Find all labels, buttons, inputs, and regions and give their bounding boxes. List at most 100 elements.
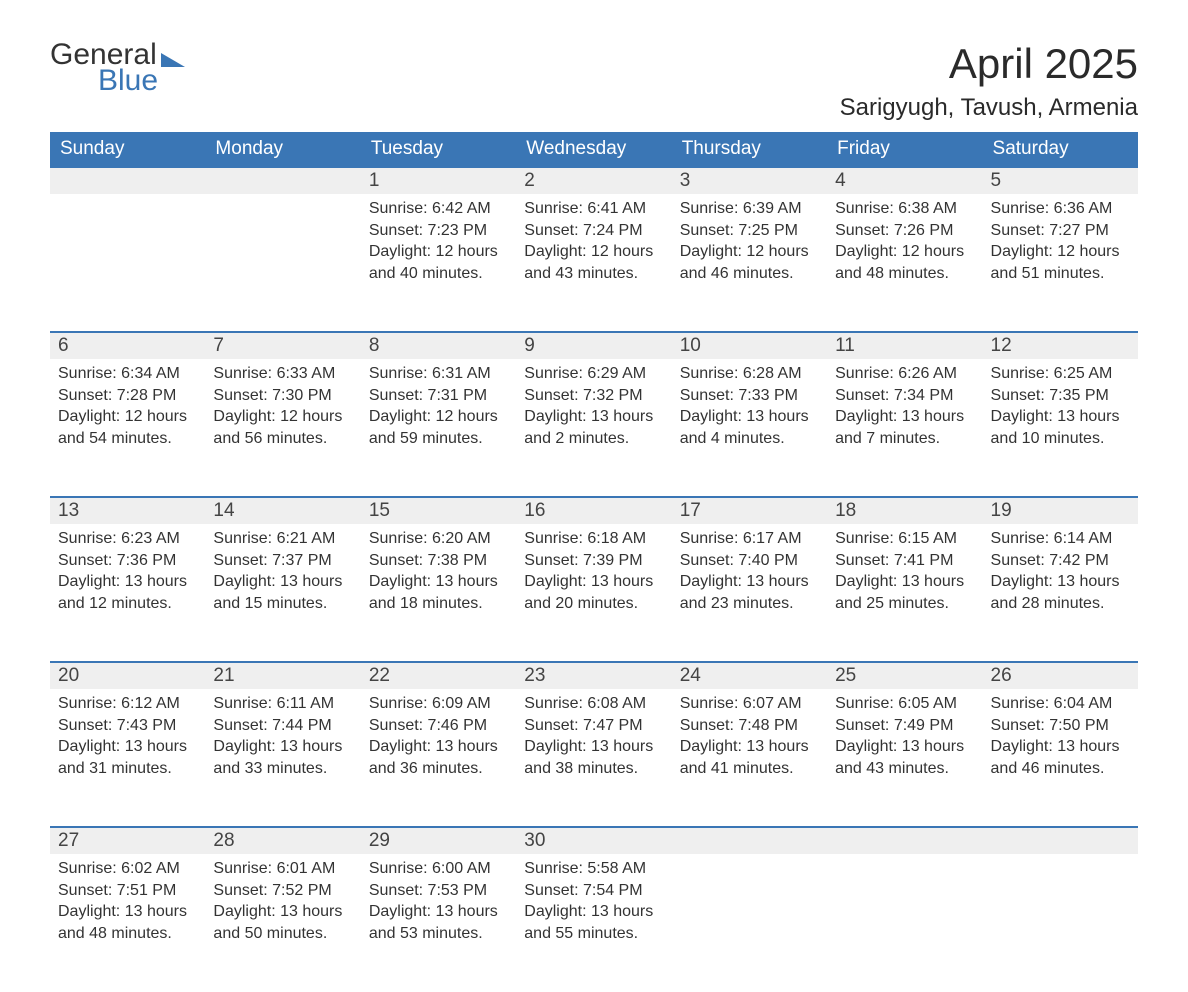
day-line: Sunset: 7:43 PM [58, 715, 197, 737]
day-content-cell: Sunrise: 6:38 AMSunset: 7:26 PMDaylight:… [827, 194, 982, 332]
day-line: and 48 minutes. [58, 923, 197, 945]
day-number-cell: 27 [50, 827, 205, 854]
day-number-cell: 9 [516, 332, 671, 359]
day-content-cell: Sunrise: 6:05 AMSunset: 7:49 PMDaylight:… [827, 689, 982, 827]
day-line: Sunrise: 6:42 AM [369, 198, 508, 220]
day-line: Daylight: 12 hours [680, 241, 819, 263]
day-number-cell: 10 [672, 332, 827, 359]
day-line: Sunrise: 6:15 AM [835, 528, 974, 550]
day-line: Daylight: 13 hours [835, 736, 974, 758]
day-line: and 20 minutes. [524, 593, 663, 615]
day-line: and 10 minutes. [991, 428, 1130, 450]
day-line: Sunrise: 6:36 AM [991, 198, 1130, 220]
day-content-cell: Sunrise: 6:42 AMSunset: 7:23 PMDaylight:… [361, 194, 516, 332]
day-line: and 53 minutes. [369, 923, 508, 945]
day-line: Sunset: 7:54 PM [524, 880, 663, 902]
day-line: Sunset: 7:46 PM [369, 715, 508, 737]
day-line: Daylight: 13 hours [680, 736, 819, 758]
content-row: Sunrise: 6:34 AMSunset: 7:28 PMDaylight:… [50, 359, 1138, 497]
day-number-cell: 20 [50, 662, 205, 689]
day-line: and 43 minutes. [835, 758, 974, 780]
day-content-cell: Sunrise: 6:02 AMSunset: 7:51 PMDaylight:… [50, 854, 205, 992]
day-line: Sunset: 7:32 PM [524, 385, 663, 407]
day-line: Daylight: 13 hours [213, 571, 352, 593]
day-line: Daylight: 13 hours [213, 901, 352, 923]
day-line: Sunrise: 6:23 AM [58, 528, 197, 550]
day-line: Sunrise: 6:04 AM [991, 693, 1130, 715]
day-line: Sunset: 7:27 PM [991, 220, 1130, 242]
weekday-header-row: Sunday Monday Tuesday Wednesday Thursday… [50, 132, 1138, 167]
day-line: and 18 minutes. [369, 593, 508, 615]
day-line: Sunset: 7:44 PM [213, 715, 352, 737]
day-number-cell: 3 [672, 167, 827, 194]
day-line: Daylight: 13 hours [680, 406, 819, 428]
day-line: Daylight: 13 hours [369, 901, 508, 923]
day-line: Daylight: 13 hours [835, 406, 974, 428]
day-line: Sunset: 7:23 PM [369, 220, 508, 242]
day-line: Sunset: 7:39 PM [524, 550, 663, 572]
day-line: Sunset: 7:42 PM [991, 550, 1130, 572]
day-content-cell: Sunrise: 6:23 AMSunset: 7:36 PMDaylight:… [50, 524, 205, 662]
day-line: Daylight: 13 hours [58, 901, 197, 923]
day-line: Daylight: 12 hours [213, 406, 352, 428]
day-number-cell: 4 [827, 167, 982, 194]
day-content-cell: Sunrise: 6:18 AMSunset: 7:39 PMDaylight:… [516, 524, 671, 662]
day-line: Sunset: 7:33 PM [680, 385, 819, 407]
day-line: Sunrise: 6:25 AM [991, 363, 1130, 385]
day-line: Sunrise: 6:07 AM [680, 693, 819, 715]
day-number-cell: 26 [983, 662, 1138, 689]
day-number-cell: 19 [983, 497, 1138, 524]
weekday-header: Wednesday [516, 132, 671, 167]
day-line: Sunset: 7:48 PM [680, 715, 819, 737]
day-line: and 36 minutes. [369, 758, 508, 780]
content-row: Sunrise: 6:42 AMSunset: 7:23 PMDaylight:… [50, 194, 1138, 332]
day-content-cell: Sunrise: 6:34 AMSunset: 7:28 PMDaylight:… [50, 359, 205, 497]
day-line: Daylight: 12 hours [524, 241, 663, 263]
day-content-cell: Sunrise: 5:58 AMSunset: 7:54 PMDaylight:… [516, 854, 671, 992]
title-block: April 2025 Sarigyugh, Tavush, Armenia [840, 40, 1138, 122]
day-line: and 54 minutes. [58, 428, 197, 450]
content-row: Sunrise: 6:02 AMSunset: 7:51 PMDaylight:… [50, 854, 1138, 992]
day-line: and 40 minutes. [369, 263, 508, 285]
day-line: and 4 minutes. [680, 428, 819, 450]
day-line: Sunrise: 6:17 AM [680, 528, 819, 550]
day-content-cell: Sunrise: 6:04 AMSunset: 7:50 PMDaylight:… [983, 689, 1138, 827]
day-line: and 31 minutes. [58, 758, 197, 780]
day-content-cell: Sunrise: 6:33 AMSunset: 7:30 PMDaylight:… [205, 359, 360, 497]
day-line: Daylight: 13 hours [524, 571, 663, 593]
calendar-table: Sunday Monday Tuesday Wednesday Thursday… [50, 132, 1138, 992]
day-line: and 33 minutes. [213, 758, 352, 780]
day-line: Sunset: 7:36 PM [58, 550, 197, 572]
day-line: Sunrise: 6:05 AM [835, 693, 974, 715]
day-line: Daylight: 12 hours [835, 241, 974, 263]
day-content-cell: Sunrise: 6:14 AMSunset: 7:42 PMDaylight:… [983, 524, 1138, 662]
day-line: and 38 minutes. [524, 758, 663, 780]
day-line: Daylight: 12 hours [369, 241, 508, 263]
day-number-cell: 12 [983, 332, 1138, 359]
day-content-cell: Sunrise: 6:28 AMSunset: 7:33 PMDaylight:… [672, 359, 827, 497]
location-subtitle: Sarigyugh, Tavush, Armenia [840, 94, 1138, 122]
day-number-cell [672, 827, 827, 854]
day-line: Sunset: 7:47 PM [524, 715, 663, 737]
day-content-cell: Sunrise: 6:41 AMSunset: 7:24 PMDaylight:… [516, 194, 671, 332]
day-content-cell: Sunrise: 6:25 AMSunset: 7:35 PMDaylight:… [983, 359, 1138, 497]
day-line: and 15 minutes. [213, 593, 352, 615]
day-content-cell: Sunrise: 6:00 AMSunset: 7:53 PMDaylight:… [361, 854, 516, 992]
day-line: Sunrise: 6:12 AM [58, 693, 197, 715]
day-line: and 46 minutes. [991, 758, 1130, 780]
day-line: Sunrise: 6:18 AM [524, 528, 663, 550]
day-content-cell: Sunrise: 6:07 AMSunset: 7:48 PMDaylight:… [672, 689, 827, 827]
day-line: and 28 minutes. [991, 593, 1130, 615]
day-content-cell: Sunrise: 6:31 AMSunset: 7:31 PMDaylight:… [361, 359, 516, 497]
day-line: Daylight: 12 hours [991, 241, 1130, 263]
day-content-cell [827, 854, 982, 992]
day-line: Sunset: 7:50 PM [991, 715, 1130, 737]
day-content-cell: Sunrise: 6:17 AMSunset: 7:40 PMDaylight:… [672, 524, 827, 662]
daynum-row: 20212223242526 [50, 662, 1138, 689]
day-line: and 51 minutes. [991, 263, 1130, 285]
day-line: and 41 minutes. [680, 758, 819, 780]
day-line: Sunset: 7:25 PM [680, 220, 819, 242]
day-line: Sunset: 7:26 PM [835, 220, 974, 242]
day-content-cell: Sunrise: 6:08 AMSunset: 7:47 PMDaylight:… [516, 689, 671, 827]
daynum-row: 13141516171819 [50, 497, 1138, 524]
